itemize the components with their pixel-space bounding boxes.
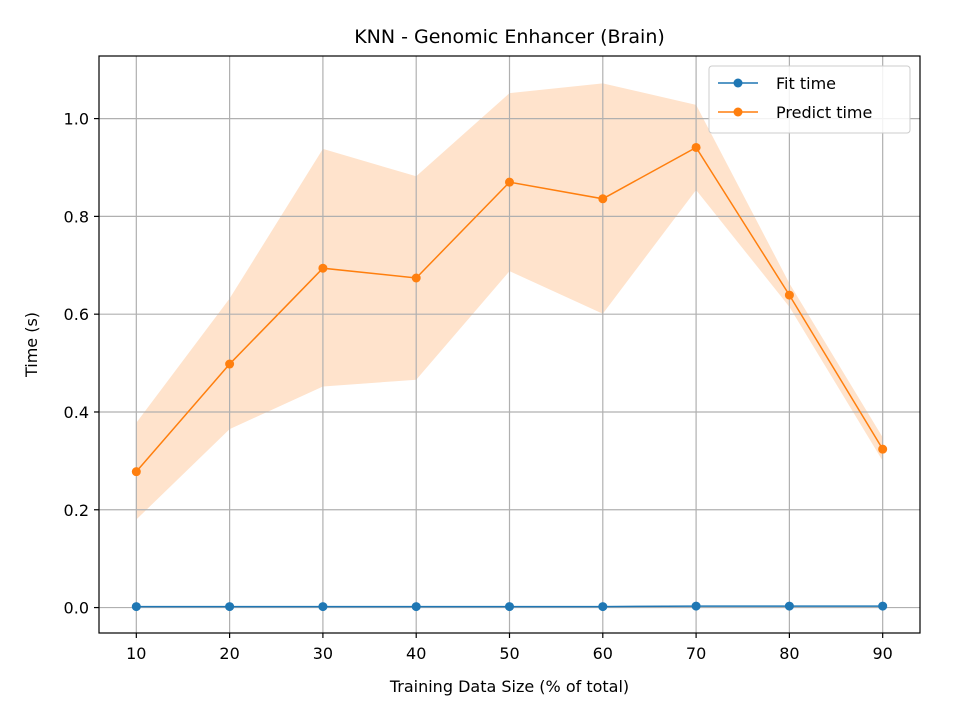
point-series-0-4: [505, 602, 514, 612]
legend-marker-1: [733, 107, 743, 117]
point-series-1-4: [505, 177, 514, 187]
point-series-1-7: [784, 290, 794, 300]
y-tick-label-1: 0.2: [64, 501, 89, 520]
point-series-1-2: [318, 263, 328, 273]
point-series-0-1: [225, 602, 235, 612]
point-series-0-0: [131, 602, 141, 612]
point-series-1-3: [411, 273, 421, 283]
x-axis-label: Training Data Size (% of total): [389, 677, 629, 696]
point-series-0-3: [411, 602, 421, 612]
x-tick-label-5: 60: [593, 644, 613, 663]
x-tick-label-3: 40: [406, 644, 426, 663]
legend: Fit time Predict time: [708, 65, 911, 134]
point-series-1-6: [691, 142, 701, 152]
y-axis-label: Time (s): [22, 312, 41, 378]
y-tick-label-5: 1.0: [64, 110, 89, 129]
point-series-0-5: [598, 602, 608, 612]
x-tick-label-7: 80: [779, 644, 799, 663]
x-tick-label-1: 20: [219, 644, 239, 663]
legend-marker-0: [733, 78, 743, 88]
legend-label-0: Fit time: [776, 74, 836, 93]
point-series-0-8: [878, 601, 888, 611]
x-tick-label-6: 70: [686, 644, 706, 663]
legend-label-1: Predict time: [776, 103, 872, 122]
point-series-1-1: [225, 359, 235, 369]
chart-title: KNN - Genomic Enhancer (Brain): [354, 26, 665, 48]
point-series-0-7: [784, 601, 794, 611]
x-tick-label-4: 50: [499, 644, 519, 663]
point-series-1-0: [131, 467, 141, 477]
x-tick-label-2: 30: [313, 644, 333, 663]
y-tick-label-4: 0.8: [64, 207, 89, 226]
legend-box: [708, 65, 911, 134]
y-tick-label-0: 0.0: [64, 599, 89, 618]
series-points: [131, 142, 888, 612]
x-tick-label-8: 90: [873, 644, 893, 663]
x-axis-ticks: 10 20 30 40 50 60 70 80 90: [126, 633, 893, 663]
y-axis-ticks: 0.0 0.2 0.4 0.6 0.8 1.0: [64, 110, 99, 618]
point-series-1-8: [878, 444, 888, 454]
point-series-0-6: [691, 601, 701, 611]
x-tick-label-0: 10: [126, 644, 146, 663]
y-tick-label-2: 0.4: [64, 403, 89, 422]
y-tick-label-3: 0.6: [64, 305, 89, 324]
point-series-0-2: [318, 602, 328, 612]
point-series-1-5: [598, 194, 608, 204]
